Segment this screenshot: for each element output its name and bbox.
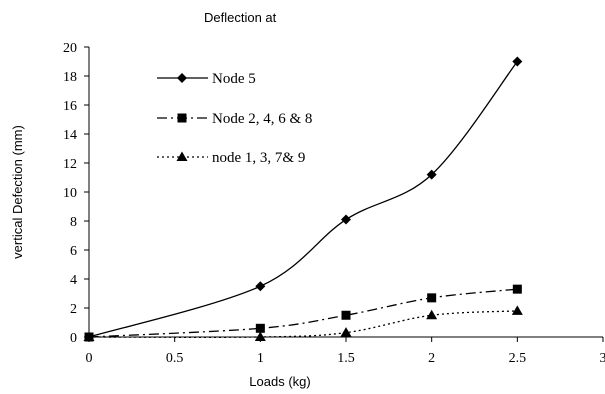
axes: 0 2 4 6 8 10 12 14 16 18 20 0 0.5 1 1.5 2 2.5 3 xyxy=(63,41,605,366)
data-point xyxy=(512,284,522,294)
legend-label: node 1, 3, 7& 9 xyxy=(212,150,305,166)
y-tick-label: 18 xyxy=(63,70,77,85)
data-point xyxy=(512,56,523,67)
legend: Node 5 Node 2, 4, 6 & 8 node 1, 3, 7& 9 xyxy=(157,71,312,166)
x-tick-label: 0 xyxy=(86,351,93,366)
chart-title: Deflection at xyxy=(204,10,277,25)
y-tick-label: 6 xyxy=(70,244,77,259)
data-point xyxy=(340,327,352,337)
series-layer xyxy=(83,56,523,342)
series-line xyxy=(88,288,518,338)
legend-item-1: Node 5 xyxy=(157,71,256,87)
y-tick-label: 0 xyxy=(70,331,77,346)
y-tick-label: 12 xyxy=(63,157,77,172)
data-point xyxy=(255,323,265,333)
data-point xyxy=(254,331,266,341)
legend-item-3: node 1, 3, 7& 9 xyxy=(157,150,305,166)
data-point xyxy=(255,281,266,292)
data-point xyxy=(83,331,95,341)
x-tick-label: 0.5 xyxy=(166,351,184,366)
y-tick-label: 20 xyxy=(63,41,77,56)
y-tick-label: 4 xyxy=(70,273,77,288)
data-point xyxy=(511,305,523,315)
data-point xyxy=(341,214,351,225)
y-tick-label: 10 xyxy=(63,186,77,201)
y-tick-label: 16 xyxy=(63,99,77,114)
series-1 xyxy=(84,56,523,342)
x-tick-label: 3 xyxy=(600,351,605,366)
x-tick-label: 2.5 xyxy=(509,351,527,366)
series-2 xyxy=(84,284,522,342)
legend-marker xyxy=(177,73,187,83)
data-point xyxy=(426,169,437,180)
legend-label: Node 2, 4, 6 & 8 xyxy=(212,111,312,127)
series-line xyxy=(88,310,518,338)
y-tick-label: 2 xyxy=(70,302,77,317)
series-3 xyxy=(83,305,523,341)
x-tick-label: 1.5 xyxy=(337,351,355,366)
legend-item-2: Node 2, 4, 6 & 8 xyxy=(157,111,312,127)
x-axis-label: Loads (kg) xyxy=(249,374,310,389)
data-point xyxy=(341,310,351,320)
legend-marker xyxy=(176,151,188,161)
y-axis-label: vertical Defection (mm) xyxy=(10,125,25,259)
y-tick-label: 14 xyxy=(63,128,77,143)
x-tick-label: 2 xyxy=(428,351,435,366)
y-tick-label: 8 xyxy=(70,215,77,230)
data-point xyxy=(426,309,438,320)
legend-label: Node 5 xyxy=(212,71,256,87)
legend-marker xyxy=(177,113,187,123)
x-tick-label: 1 xyxy=(257,351,264,366)
data-point xyxy=(427,293,437,303)
